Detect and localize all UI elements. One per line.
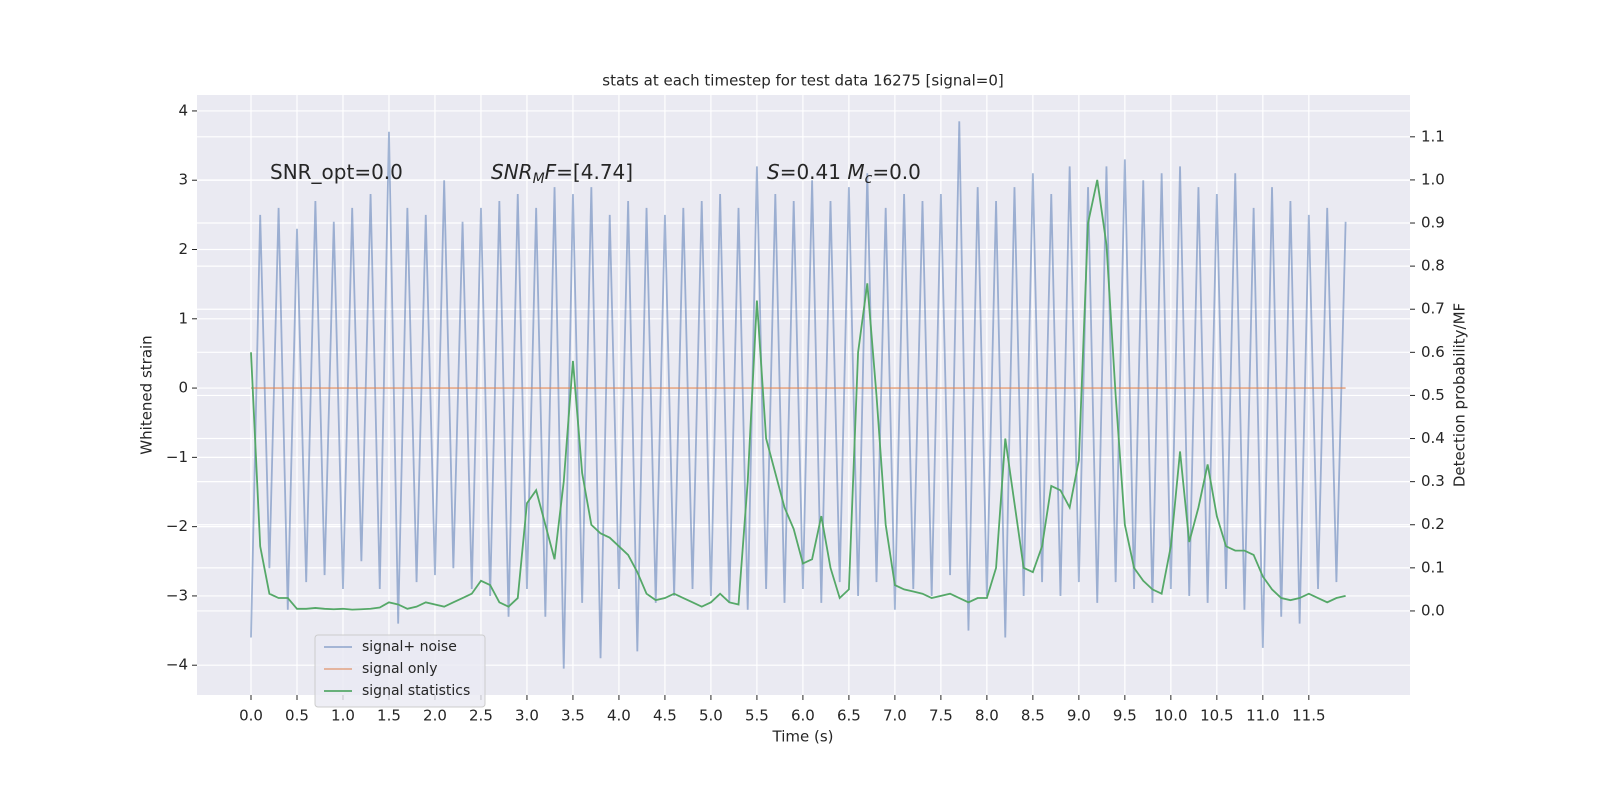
x-tick-label: 4.5 xyxy=(653,707,677,725)
x-tick-label: 3.5 xyxy=(561,707,585,725)
legend: signal+ noise signal only signal statistic… xyxy=(314,634,486,708)
y2-tick-label: 0.3 xyxy=(1421,472,1445,490)
y2-tick-label: 0.4 xyxy=(1421,429,1445,447)
x-tick-label: 2.0 xyxy=(423,707,447,725)
y-tick-label: −1 xyxy=(166,448,188,466)
x-tick-label: 11.5 xyxy=(1292,707,1325,725)
y2-tick-label: 1.0 xyxy=(1421,170,1445,188)
y2-tick-label: 0.9 xyxy=(1421,214,1445,232)
y-tick-label: 2 xyxy=(178,240,188,258)
annotation-part: M xyxy=(847,160,864,184)
y2-tick-label: 0.5 xyxy=(1421,386,1445,404)
legend-label: signal statistics xyxy=(362,683,470,699)
annotation-part: =0.41 xyxy=(780,160,848,184)
y-tick-label: −3 xyxy=(166,586,188,604)
y2-tick-label: 0.7 xyxy=(1421,300,1445,318)
annotation-part: c xyxy=(865,171,873,187)
y2-tick-label: 0.1 xyxy=(1421,558,1445,576)
legend-box xyxy=(314,634,486,708)
x-tick-label: 0.5 xyxy=(285,707,309,725)
x-tick-label: 7.5 xyxy=(929,707,953,725)
y-tick-label: 3 xyxy=(178,171,188,189)
y-tick-label: −4 xyxy=(166,656,188,674)
y2-tick-label: 0.8 xyxy=(1421,257,1445,275)
y-tick-label: 1 xyxy=(178,309,188,327)
x-tick-label: 6.0 xyxy=(791,707,815,725)
x-tick-label: 2.5 xyxy=(469,707,493,725)
x-tick-label: 1.0 xyxy=(331,707,355,725)
y-tick-label: 0 xyxy=(178,379,188,397)
annotation-part: F xyxy=(545,160,557,184)
legend-label: signal+ noise xyxy=(362,639,457,655)
y2-tick-label: 0.0 xyxy=(1421,601,1445,619)
y-tick-label: −2 xyxy=(166,517,188,535)
x-tick-label: 6.5 xyxy=(837,707,861,725)
x-tick-label: 5.5 xyxy=(745,707,769,725)
y2-tick-label: 1.1 xyxy=(1421,127,1445,145)
x-tick-label: 0.0 xyxy=(239,707,263,725)
x-tick-label: 9.0 xyxy=(1067,707,1091,725)
annotation: SNRMF=[4.74] xyxy=(491,160,633,188)
x-tick-label: 7.0 xyxy=(883,707,907,725)
chart-title: stats at each timestep for test data 162… xyxy=(602,72,1003,90)
x-axis-label: Time (s) xyxy=(772,728,834,746)
annotation: S=0.41 Mc=0.0 xyxy=(767,160,921,188)
y-axis-label: Whitened strain xyxy=(138,335,156,454)
y2-axis-label: Detection probability/MF xyxy=(1451,303,1469,487)
annotation-part: =[4.74] xyxy=(556,160,633,184)
y-tick-label: 4 xyxy=(178,101,188,119)
y2-tick-label: 0.2 xyxy=(1421,515,1445,533)
y2-tick-label: 0.6 xyxy=(1421,343,1445,361)
x-tick-label: 10.0 xyxy=(1154,707,1187,725)
annotation-part: S xyxy=(767,160,780,184)
x-tick-label: 11.0 xyxy=(1246,707,1279,725)
x-tick-label: 5.0 xyxy=(699,707,723,725)
annotation-part: =0.0 xyxy=(872,160,921,184)
x-tick-label: 4.0 xyxy=(607,707,631,725)
legend-label: signal only xyxy=(362,661,437,677)
annotation-part: SNR xyxy=(491,160,533,184)
annotation: SNR_opt=0.0 xyxy=(270,160,403,184)
series-line xyxy=(250,179,1346,611)
series-line xyxy=(250,121,1347,669)
x-tick-label: 1.5 xyxy=(377,707,401,725)
x-tick-label: 3.0 xyxy=(515,707,539,725)
x-tick-label: 9.5 xyxy=(1113,707,1137,725)
x-tick-label: 10.5 xyxy=(1200,707,1233,725)
annotation-part: M xyxy=(533,171,545,187)
annotation-part: SNR_opt=0.0 xyxy=(270,160,403,184)
x-tick-label: 8.0 xyxy=(975,707,999,725)
x-tick-label: 8.5 xyxy=(1021,707,1045,725)
